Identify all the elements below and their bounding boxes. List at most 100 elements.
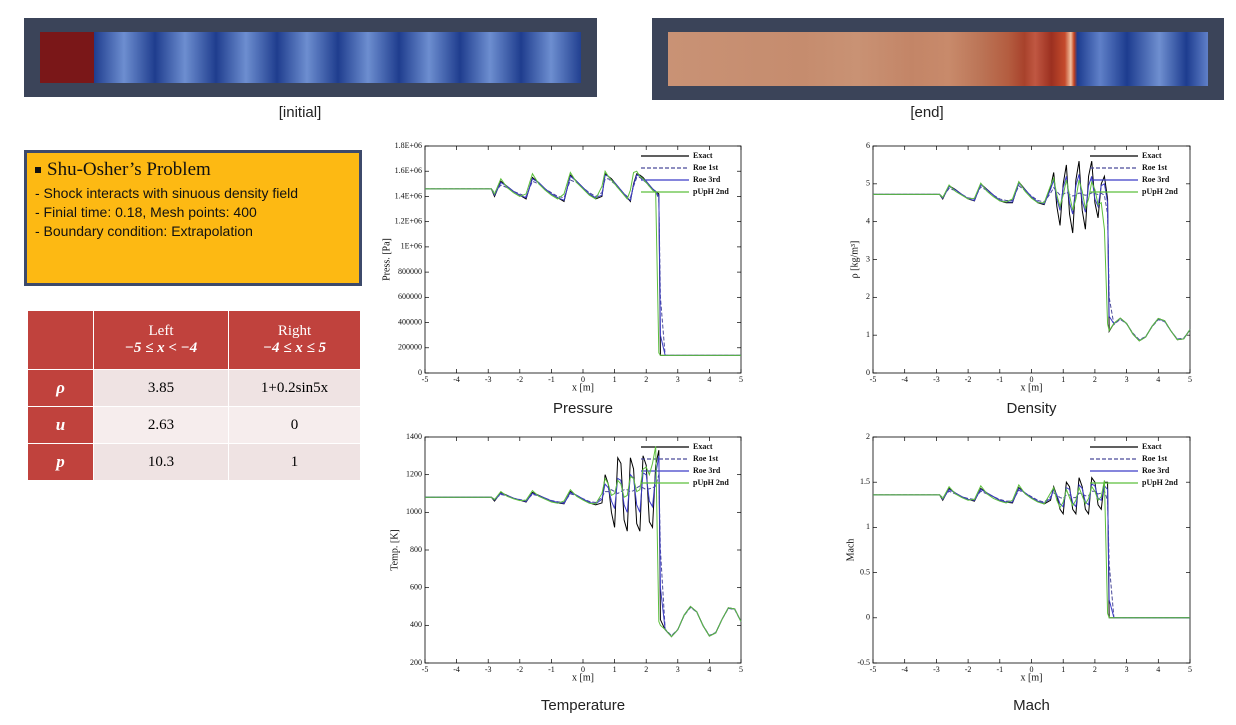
x-tick-label: 0 [581, 665, 585, 674]
series-line [425, 172, 741, 356]
legend-label: pUpH 2nd [693, 478, 729, 487]
y-tick-label: 4 [866, 216, 870, 225]
x-tick-label: -1 [996, 665, 1003, 674]
x-tick-label: 1 [613, 375, 617, 384]
x-tick-label: 1 [1061, 665, 1065, 674]
y-tick-label: 0.5 [860, 567, 870, 576]
legend-label: pUpH 2nd [693, 187, 729, 196]
row-header: ρ [27, 369, 94, 407]
y-tick-label: 600000 [398, 292, 422, 301]
x-tick-label: -3 [485, 665, 492, 674]
x-tick-label: 4 [1156, 665, 1160, 674]
x-tick-label: 0 [1030, 665, 1034, 674]
table-cell: 1 [228, 443, 361, 481]
series-line [425, 169, 741, 356]
y-tick-label: 200 [410, 658, 422, 667]
y-tick-label: 400 [410, 620, 422, 629]
x-axis-label: x [m] [572, 672, 594, 683]
x-tick-label: 2 [1093, 375, 1097, 384]
y-tick-label: 1.4E+06 [395, 191, 422, 200]
x-tick-label: 0 [581, 375, 585, 384]
legend-label: pUpH 2nd [1142, 478, 1178, 487]
chart-caption: Mach [1013, 697, 1050, 714]
x-tick-label: 3 [676, 665, 680, 674]
legend-label: Exact [693, 442, 713, 451]
info-line: - Shock interacts with sinuous density f… [35, 185, 299, 201]
x-tick-label: 1 [613, 665, 617, 674]
header-corner [27, 310, 94, 370]
header-range: −5 ≤ x < −4 [124, 340, 198, 356]
table-cell: 1+0.2sin5x [228, 369, 361, 407]
x-tick-label: -4 [453, 665, 460, 674]
header-cell: Right −4 ≤ x ≤ 5 [228, 310, 361, 370]
table-row: ρ 3.85 1+0.2sin5x [27, 369, 361, 407]
series-line [873, 483, 1190, 619]
table-header: Left −5 ≤ x < −4 Right −4 ≤ x ≤ 5 [27, 310, 361, 370]
series-line [425, 177, 741, 356]
y-tick-label: 3 [866, 254, 870, 263]
legend-label: Roe 1st [1142, 454, 1167, 463]
x-tick-label: -1 [548, 665, 555, 674]
y-tick-label: 1.6E+06 [395, 166, 422, 175]
x-tick-label: 4 [707, 375, 711, 384]
image-caption: [end] [910, 104, 944, 121]
y-tick-label: 1400 [406, 432, 422, 441]
y-tick-label: 1.5 [860, 477, 870, 486]
bullet [35, 167, 41, 173]
x-tick-label: -4 [901, 375, 908, 384]
x-tick-label: 3 [1125, 375, 1129, 384]
x-tick-label: 2 [644, 665, 648, 674]
y-tick-label: 1.8E+06 [395, 141, 422, 150]
legend-label: pUpH 2nd [1142, 187, 1178, 196]
x-tick-label: 2 [1093, 665, 1097, 674]
x-axis-label: x [m] [1021, 382, 1043, 393]
y-tick-label: 1 [866, 522, 870, 531]
series-line [873, 489, 1190, 619]
series-line [873, 184, 1191, 341]
x-tick-label: -5 [422, 665, 429, 674]
legend-label: Roe 3rd [1142, 175, 1170, 184]
y-tick-label: 0 [418, 368, 422, 377]
initial-field [40, 32, 581, 83]
x-tick-label: -5 [870, 375, 877, 384]
y-tick-label: 1E+06 [401, 242, 422, 251]
chart-caption: Density [1006, 400, 1057, 417]
x-tick-label: -1 [548, 375, 555, 384]
y-tick-label: 6 [866, 141, 870, 150]
x-tick-label: -2 [516, 375, 523, 384]
y-tick-label: 0 [866, 368, 870, 377]
x-tick-label: -3 [933, 375, 940, 384]
legend-label: Roe 3rd [1142, 466, 1170, 475]
table-row: p 10.3 1 [27, 443, 361, 481]
row-header: p [27, 443, 94, 481]
x-tick-label: 1 [1061, 375, 1065, 384]
series-line [873, 480, 1190, 619]
legend-label: Roe 3rd [693, 466, 721, 475]
x-tick-label: -3 [485, 375, 492, 384]
x-tick-label: 0 [1030, 375, 1034, 384]
y-tick-label: 400000 [398, 317, 422, 326]
x-tick-label: -2 [516, 665, 523, 674]
header-name: Right [277, 323, 312, 339]
table-cell: 2.63 [93, 406, 229, 444]
x-axis-label: x [m] [1021, 672, 1043, 683]
info-title-row: Shu-Osher’s Problem [35, 159, 351, 181]
x-tick-label: 2 [644, 375, 648, 384]
info-box: Shu-Osher’s Problem - Shock interacts wi… [24, 150, 362, 286]
end-image [652, 18, 1224, 100]
x-tick-label: 4 [707, 665, 711, 674]
legend-label: Roe 1st [693, 454, 718, 463]
y-tick-label: 2 [866, 432, 870, 441]
chart-caption: Temperature [541, 697, 625, 714]
series-line [425, 174, 741, 356]
info-line: - Finial time: 0.18, Mesh points: 400 [35, 204, 257, 220]
legend-label: Roe 1st [1142, 163, 1167, 172]
x-tick-label: -2 [965, 665, 972, 674]
info-line: - Boundary condition: Extrapolation [35, 223, 253, 239]
table-cell: 3.85 [93, 369, 229, 407]
legend-label: Exact [693, 151, 713, 160]
y-tick-label: 1200 [406, 469, 422, 478]
x-tick-label: -5 [422, 375, 429, 384]
y-tick-label: 600 [410, 582, 422, 591]
